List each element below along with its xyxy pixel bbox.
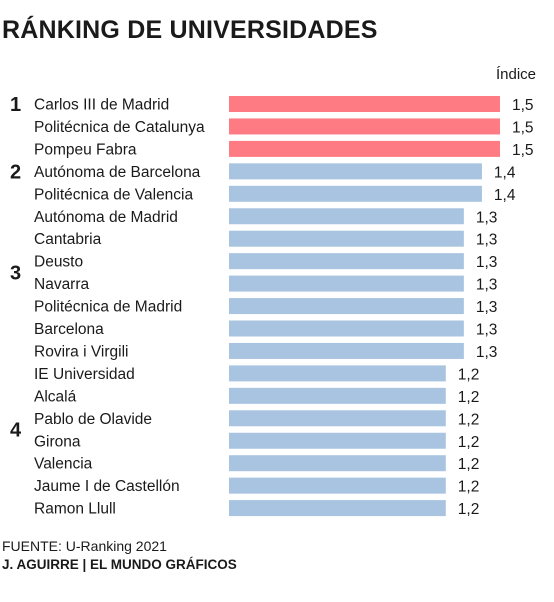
bar-11 — [229, 320, 464, 337]
value-label: 1,3 — [476, 209, 498, 226]
bars — [229, 96, 500, 517]
value-label: 1,2 — [458, 434, 480, 451]
category-label: Rovira i Virgili — [34, 343, 128, 360]
category-label: Girona — [34, 433, 81, 450]
bar-9 — [229, 275, 464, 292]
category-label: IE Universidad — [34, 366, 135, 383]
bar-8 — [229, 253, 464, 270]
category-label: Jaume I de Castellón — [34, 478, 180, 495]
value-label: 1,3 — [476, 299, 498, 316]
value-labels: 1,5 1,5 1,5 1,4 1,4 1,3 1,3 1,3 1,3 1,3 1,3 1,3 1,2 1… — [458, 97, 534, 518]
value-label: 1,3 — [476, 344, 498, 361]
category-label: Alcalá — [34, 388, 77, 405]
value-label: 1,3 — [476, 232, 498, 249]
bar-7 — [229, 230, 464, 247]
value-label: 1,3 — [476, 322, 498, 339]
rank-number: 3 — [10, 262, 21, 284]
value-label: 1,2 — [458, 389, 480, 406]
value-label: 1,2 — [458, 411, 480, 428]
category-label: Politécnica de Valencia — [34, 186, 193, 203]
bar-3 — [229, 140, 500, 157]
category-label: Cantabria — [34, 231, 102, 248]
bar-10 — [229, 298, 464, 315]
value-label: 1,5 — [512, 119, 534, 136]
value-label: 1,2 — [458, 456, 480, 473]
bar-12 — [229, 342, 464, 359]
bar-13 — [229, 365, 446, 382]
value-label: 1,2 — [458, 366, 480, 383]
value-label: 1,2 — [458, 479, 480, 496]
category-label: Navarra — [34, 276, 90, 293]
category-label: Barcelona — [34, 321, 104, 338]
value-label: 1,3 — [476, 277, 498, 294]
source-note: FUENTE: U-Ranking 2021 — [2, 538, 167, 554]
rank-numbers: 1 2 3 4 — [10, 94, 22, 442]
value-label: 1,5 — [512, 97, 534, 114]
bar-1 — [229, 96, 500, 112]
value-label: 1,3 — [476, 254, 498, 271]
bar-17 — [229, 455, 446, 472]
category-label: Ramon Llull — [34, 501, 116, 518]
category-label: Politécnica de Catalunya — [34, 119, 205, 136]
bar-14 — [229, 387, 446, 404]
bar-5 — [229, 185, 482, 202]
category-label: Pompeu Fabra — [34, 141, 137, 158]
category-labels: Carlos III de Madrid Politécnica de Catal… — [34, 97, 205, 518]
category-label: Politécnica de Madrid — [34, 299, 182, 316]
rank-number: 1 — [10, 94, 21, 116]
credit-note: J. AGUIRRE | EL MUNDO GRÁFICOS — [2, 557, 237, 572]
category-label: Valencia — [34, 456, 93, 473]
value-label: 1,2 — [458, 501, 480, 518]
chart-title: RÁNKING DE UNIVERSIDADES — [2, 16, 378, 44]
bar-16 — [229, 432, 446, 449]
category-label: Autónoma de Barcelona — [34, 164, 201, 181]
bar-6 — [229, 208, 464, 225]
value-label: 1,4 — [494, 164, 516, 181]
bar-18 — [229, 477, 446, 494]
category-label: Autónoma de Madrid — [34, 209, 178, 226]
category-label: Deusto — [34, 254, 83, 271]
category-label: Pablo de Olavide — [34, 411, 152, 428]
value-header: Índice — [496, 66, 536, 83]
rank-number: 4 — [10, 420, 22, 442]
value-label: 1,4 — [494, 187, 516, 204]
category-label: Carlos III de Madrid — [34, 97, 169, 114]
bar-15 — [229, 410, 446, 427]
bar-2 — [229, 118, 500, 135]
value-label: 1,5 — [512, 142, 534, 159]
rank-number: 2 — [10, 161, 21, 183]
bar-19 — [229, 500, 446, 517]
bar-4 — [229, 163, 482, 180]
